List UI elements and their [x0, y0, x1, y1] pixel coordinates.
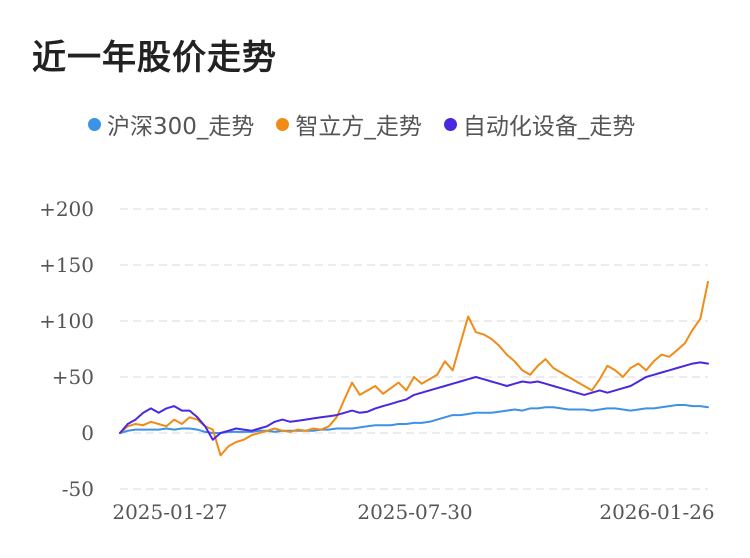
chart-title: 近一年股价走势 [32, 38, 277, 78]
y-tick-label: 0 [81, 421, 94, 445]
y-tick-label: +200 [39, 197, 94, 221]
y-tick-label: -50 [62, 477, 94, 501]
series-line-automation [119, 361, 709, 441]
x-tick-label: 2025-01-27 [112, 500, 227, 524]
legend: 沪深300_走势 智立方_走势 自动化设备_走势 [88, 108, 657, 140]
x-tick-label: 2026-01-26 [599, 500, 714, 524]
legend-item-automation[interactable]: 自动化设备_走势 [443, 107, 636, 141]
legend-item-zhilifang[interactable]: 智立方_走势 [276, 107, 422, 141]
series-line-zhilifang [119, 280, 709, 457]
legend-dot-automation [443, 117, 457, 131]
legend-dot-zhilifang [276, 117, 290, 131]
x-tick-label: 2025-07-30 [357, 500, 472, 524]
y-tick-label: +150 [39, 253, 94, 277]
legend-label-hs300: 沪深300_走势 [107, 114, 255, 140]
y-tick-label: +100 [39, 309, 94, 333]
y-tick-label: +50 [52, 365, 94, 389]
legend-label-automation: 自动化设备_走势 [462, 114, 636, 140]
series-line-hs300 [119, 404, 709, 434]
legend-dot-hs300 [88, 117, 101, 131]
legend-item-hs300[interactable]: 沪深300_走势 [88, 107, 254, 141]
legend-label-zhilifang: 智立方_走势 [295, 114, 422, 140]
